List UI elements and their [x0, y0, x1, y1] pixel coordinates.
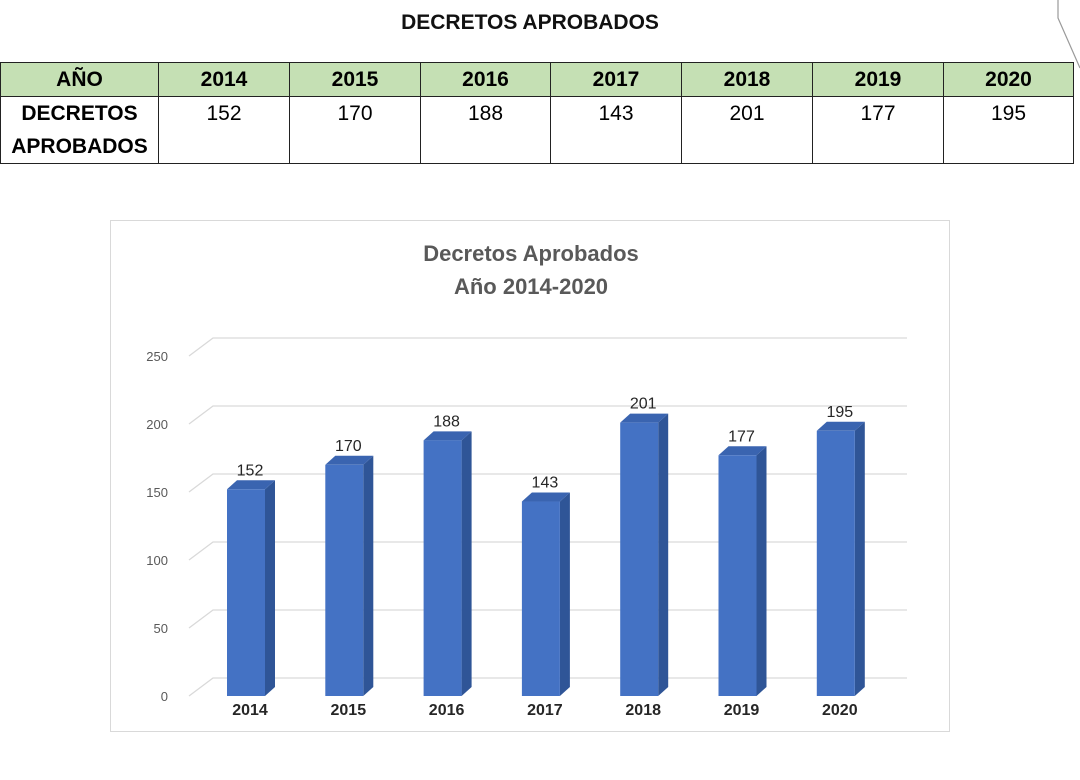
page-title: DECRETOS APROBADOS: [401, 11, 659, 34]
chart-title: Decretos Aprobados: [423, 241, 639, 266]
gridline: [188, 405, 907, 425]
bar: [521, 501, 560, 696]
value-cell: 152: [158, 96, 290, 164]
bar: [718, 455, 757, 696]
y-tick-label: 250: [146, 349, 168, 364]
data-label: 177: [728, 428, 755, 445]
x-tick-label: 2017: [527, 702, 563, 719]
bar: [620, 422, 659, 696]
header-label-cell: AÑO: [0, 62, 159, 97]
bar-top: [227, 480, 275, 490]
year-cell: 2015: [289, 62, 421, 97]
x-tick-label: 2019: [724, 702, 760, 719]
bar-top: [325, 455, 374, 465]
data-label: 188: [433, 413, 460, 430]
bar-side: [559, 492, 570, 696]
y-tick-label: 0: [161, 689, 168, 704]
y-tick-label: 200: [146, 417, 168, 432]
gridline: [188, 677, 907, 697]
gridline: [188, 337, 907, 357]
bar-side: [854, 421, 865, 696]
bar-top: [816, 421, 865, 431]
bar-side: [658, 413, 669, 696]
bar-side: [461, 431, 472, 696]
x-tick-label: 2015: [331, 702, 367, 719]
data-label: 152: [237, 462, 264, 479]
table-row: DECRETOS APROBADOS 152 170 188 143 201 1…: [0, 96, 1074, 164]
y-tick-label: 100: [146, 553, 168, 568]
value-cell: 201: [681, 96, 813, 164]
x-tick-label: 2018: [625, 702, 661, 719]
row-label-cell: DECRETOS APROBADOS: [0, 96, 159, 164]
data-label: 143: [532, 475, 559, 492]
year-cell: 2020: [943, 62, 1074, 97]
data-table: AÑO 2014 2015 2016 2017 2018 2019 2020 D…: [0, 62, 1074, 164]
bar: [423, 440, 462, 696]
x-tick-label: 2020: [822, 702, 858, 719]
bar-top: [423, 431, 472, 441]
table-header-row: AÑO 2014 2015 2016 2017 2018 2019 2020: [0, 62, 1074, 97]
data-label: 195: [826, 404, 853, 421]
year-cell: 2014: [158, 62, 290, 97]
year-cell: 2019: [812, 62, 944, 97]
y-tick-label: 50: [154, 621, 168, 636]
chart-subtitle: Año 2014-2020: [454, 274, 608, 299]
data-label: 170: [335, 438, 362, 455]
value-cell: 188: [420, 96, 551, 164]
bar-side: [363, 455, 374, 696]
year-cell: 2018: [681, 62, 813, 97]
value-cell: 170: [289, 96, 421, 164]
value-cell: 195: [943, 96, 1074, 164]
bar: [816, 430, 855, 696]
year-cell: 2016: [420, 62, 551, 97]
value-cell: 143: [550, 96, 682, 164]
gridline: [188, 609, 907, 629]
gridline: [188, 473, 907, 493]
bar-top: [718, 446, 767, 456]
year-cell: 2017: [550, 62, 682, 97]
y-tick-label: 150: [146, 485, 168, 500]
data-label: 201: [630, 396, 657, 413]
bar-chart: Decretos Aprobados Año 2014-2020 0 50 100 1…: [146, 241, 907, 719]
chart-frame: Decretos Aprobados Año 2014-2020 0 50 100 1…: [110, 220, 950, 732]
value-cell: 177: [812, 96, 944, 164]
bar-top: [620, 413, 669, 423]
bar: [325, 464, 364, 696]
gridline: [188, 541, 907, 561]
bar-side: [265, 480, 275, 696]
page-corner-fold: [1057, 0, 1080, 69]
bar-top: [521, 492, 570, 502]
x-tick-label: 2016: [429, 702, 465, 719]
x-tick-label: 2014: [232, 702, 268, 719]
bar: [227, 489, 265, 696]
bar-side: [756, 446, 767, 696]
